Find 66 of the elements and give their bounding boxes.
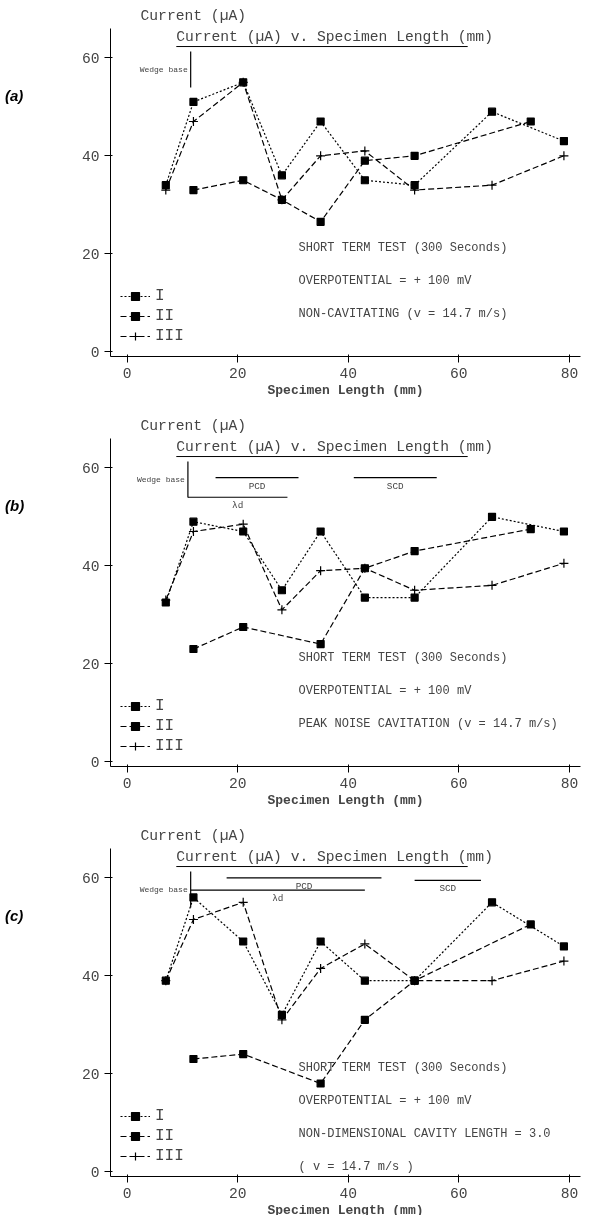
annotation: OVERPOTENTIAL = + 100 mV [298,684,473,699]
annotation: OVERPOTENTIAL = + 100 mV [298,1094,473,1109]
y-tick-label: 40 [81,148,100,165]
x-tick-label: 0 [122,365,132,382]
chart-title: Current (µA) v. Specimen Length (mm) [176,28,493,45]
series-label: PCD [295,880,313,892]
y-tick-label: 40 [81,558,100,575]
series-label: PCD [248,480,266,492]
annotation: OVERPOTENTIAL = + 100 mV [298,274,473,289]
legend-label: I [155,697,166,715]
y-tick-label: 60 [81,50,100,67]
legend-label: III [155,1147,184,1165]
y-axis-title: Current (µA) [140,827,247,844]
legend-label: II [155,307,175,325]
x-tick-label: 60 [450,775,468,792]
legend-label: I [155,287,166,305]
y-tick-label: 0 [90,1164,100,1181]
x-tick-label: 80 [560,365,579,382]
y-tick-label: 20 [81,246,100,263]
legend-label: II [155,717,175,735]
legend-label: II [155,1127,175,1145]
chart-title: Current (µA) v. Specimen Length (mm) [176,848,493,865]
annotation: SHORT TERM TEST (300 Seconds) [298,241,508,256]
y-tick-label: 60 [81,460,100,477]
x-tick-label: 80 [560,775,579,792]
x-tick-label: 20 [228,365,247,382]
y-axis-title: Current (µA) [140,417,247,434]
chart-title: Current (µA) v. Specimen Length (mm) [176,438,493,455]
annotation: NON-DIMENSIONAL CAVITY LENGTH = 3.0 [298,1126,551,1141]
x-tick-label: 40 [339,365,358,382]
ref-line-label: Wedge base [136,475,186,484]
series-label: SCD [386,480,405,492]
series-label: λd [272,893,284,905]
series-label: SCD [439,883,457,895]
legend-label: III [155,327,184,345]
legend-label: I [155,1107,166,1125]
text: (b) [5,496,25,516]
ref-line-label: Wedge base [139,885,188,894]
x-tick-label: 60 [450,365,468,382]
x-tick-label: 0 [122,1185,132,1202]
text: (c) [5,906,24,926]
series-label: λd [232,500,244,512]
legend-label: III [155,737,184,755]
annotation: ( v = 14.7 m/s ) [298,1159,414,1174]
x-tick-label: 0 [122,775,132,792]
x-axis-title: Specimen Length (mm) [267,792,424,808]
ref-line-label: Wedge base [139,65,188,74]
annotation: PEAK NOISE CAVITATION (v = 14.7 m/s) [298,716,558,731]
text: (a) [5,86,24,106]
y-tick-label: 60 [81,870,100,887]
x-tick-label: 20 [228,1185,247,1202]
annotation: SHORT TERM TEST (300 Seconds) [298,1061,508,1076]
x-tick-label: 60 [450,1185,468,1202]
x-tick-label: 40 [339,1185,358,1202]
annotation: SHORT TERM TEST (300 Seconds) [298,651,508,666]
y-tick-label: 0 [90,754,100,771]
x-tick-label: 80 [560,1185,579,1202]
y-tick-label: 0 [90,344,100,361]
y-tick-label: 20 [81,1066,100,1083]
annotation: NON-CAVITATING (v = 14.7 m/s) [298,306,508,321]
y-tick-label: 20 [81,656,100,673]
y-axis-title: Current (µA) [140,7,247,24]
x-axis-title: Specimen Length (mm) [267,382,424,398]
x-tick-label: 20 [228,775,247,792]
x-tick-label: 40 [339,775,358,792]
y-tick-label: 40 [81,968,100,985]
